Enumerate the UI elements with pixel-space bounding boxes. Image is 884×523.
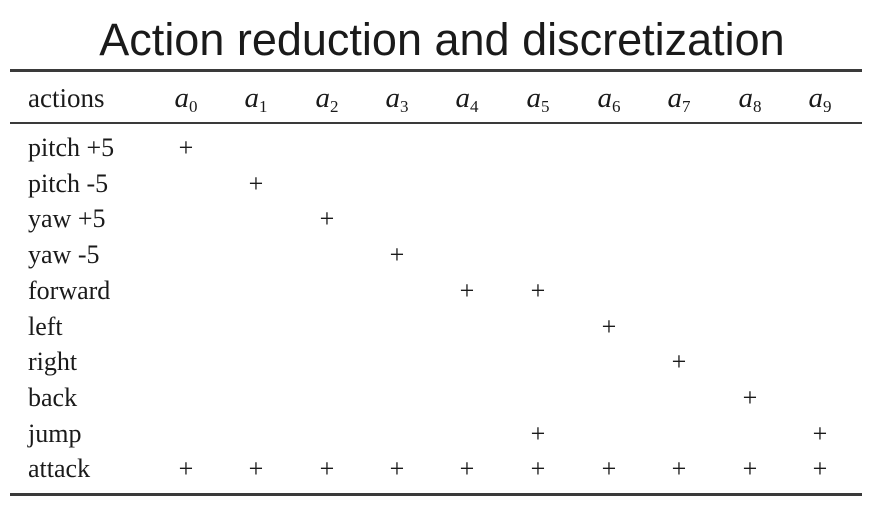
plus-mark: + xyxy=(248,168,264,198)
row-label: yaw +5 xyxy=(28,204,106,234)
column-header-a7: a7 xyxy=(667,82,691,116)
row-label: jump xyxy=(28,418,82,448)
column-header-a6: a6 xyxy=(597,82,621,116)
plus-mark: + xyxy=(671,347,687,377)
row-label: right xyxy=(28,347,78,377)
column-header-a9: a9 xyxy=(808,82,832,116)
plus-mark: + xyxy=(178,133,194,162)
plus-mark: + xyxy=(319,454,335,484)
slide-title: Action reduction and discretization xyxy=(99,14,785,65)
plus-mark: + xyxy=(178,454,194,484)
plus-mark: + xyxy=(742,454,758,484)
table-header-rule xyxy=(10,122,862,124)
plus-mark: + xyxy=(812,418,828,448)
row-label: pitch +5 xyxy=(28,133,115,162)
column-header-a8: a8 xyxy=(738,82,762,116)
table-bottom-rule xyxy=(10,493,862,496)
plus-mark: + xyxy=(459,275,475,305)
column-header-a2: a2 xyxy=(315,82,339,116)
row-label: yaw -5 xyxy=(28,240,100,270)
plus-mark: + xyxy=(248,454,264,484)
plus-mark: + xyxy=(530,275,546,305)
row-label: pitch -5 xyxy=(28,168,109,198)
plus-mark: + xyxy=(812,454,828,484)
row-label: back xyxy=(28,382,78,412)
column-header-a3: a3 xyxy=(385,82,409,116)
column-header-a1: a1 xyxy=(244,82,268,116)
plus-mark: + xyxy=(601,454,617,484)
plus-mark: + xyxy=(389,454,405,484)
plus-mark: + xyxy=(389,240,405,270)
plus-mark: + xyxy=(742,382,758,412)
row-label: attack xyxy=(28,454,91,484)
table-corner-label: actions xyxy=(28,83,105,113)
column-header-a4: a4 xyxy=(455,82,479,116)
column-header-a5: a5 xyxy=(526,82,550,116)
plus-mark: + xyxy=(319,204,335,234)
table-top-rule xyxy=(10,69,862,72)
plus-mark: + xyxy=(671,454,687,484)
plus-mark: + xyxy=(459,454,475,484)
row-label: left xyxy=(28,311,63,341)
row-label: forward xyxy=(28,275,111,305)
column-header-a0: a0 xyxy=(174,82,198,116)
plus-mark: + xyxy=(601,311,617,341)
plus-mark: + xyxy=(530,418,546,448)
plus-mark: + xyxy=(530,454,546,484)
